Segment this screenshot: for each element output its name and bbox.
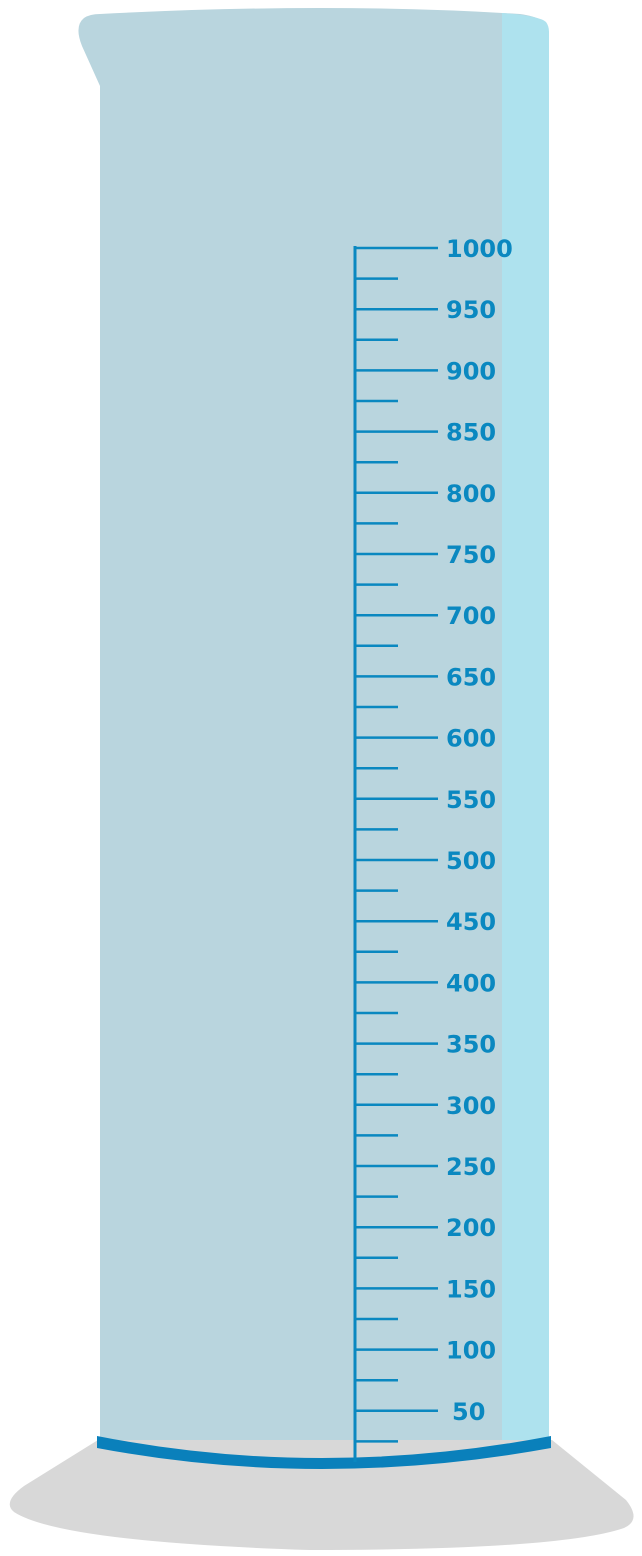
scale-label: 650 [446, 663, 496, 691]
scale-label: 750 [446, 541, 496, 569]
scale-label: 450 [446, 908, 496, 936]
base-shadow [9, 1440, 634, 1550]
base-band [97, 1436, 551, 1469]
scale-label: 950 [446, 296, 496, 324]
scale-label: 50 [452, 1398, 485, 1426]
scale-label: 350 [446, 1031, 496, 1059]
scale-label: 500 [446, 847, 496, 875]
measurement-scale: 1000 950 900 850 800 750 700 650 600 550 500 450 400… [353, 235, 513, 1462]
scale-label: 800 [446, 480, 496, 508]
scale-label: 600 [446, 725, 496, 753]
scale-label: 100 [446, 1337, 496, 1365]
scale-label: 1000 [446, 235, 513, 263]
scale-label: 300 [446, 1092, 496, 1120]
scale-label: 550 [446, 786, 496, 814]
scale-label: 200 [446, 1214, 496, 1242]
scale-label: 250 [446, 1153, 496, 1181]
scale-label: 150 [446, 1275, 496, 1303]
glass-body [78, 8, 548, 1440]
scale-label: 900 [446, 357, 496, 385]
scale-label: 850 [446, 419, 496, 447]
scale-label: 700 [446, 602, 496, 630]
scale-label: 400 [446, 969, 496, 997]
glass-highlight [502, 13, 549, 1440]
